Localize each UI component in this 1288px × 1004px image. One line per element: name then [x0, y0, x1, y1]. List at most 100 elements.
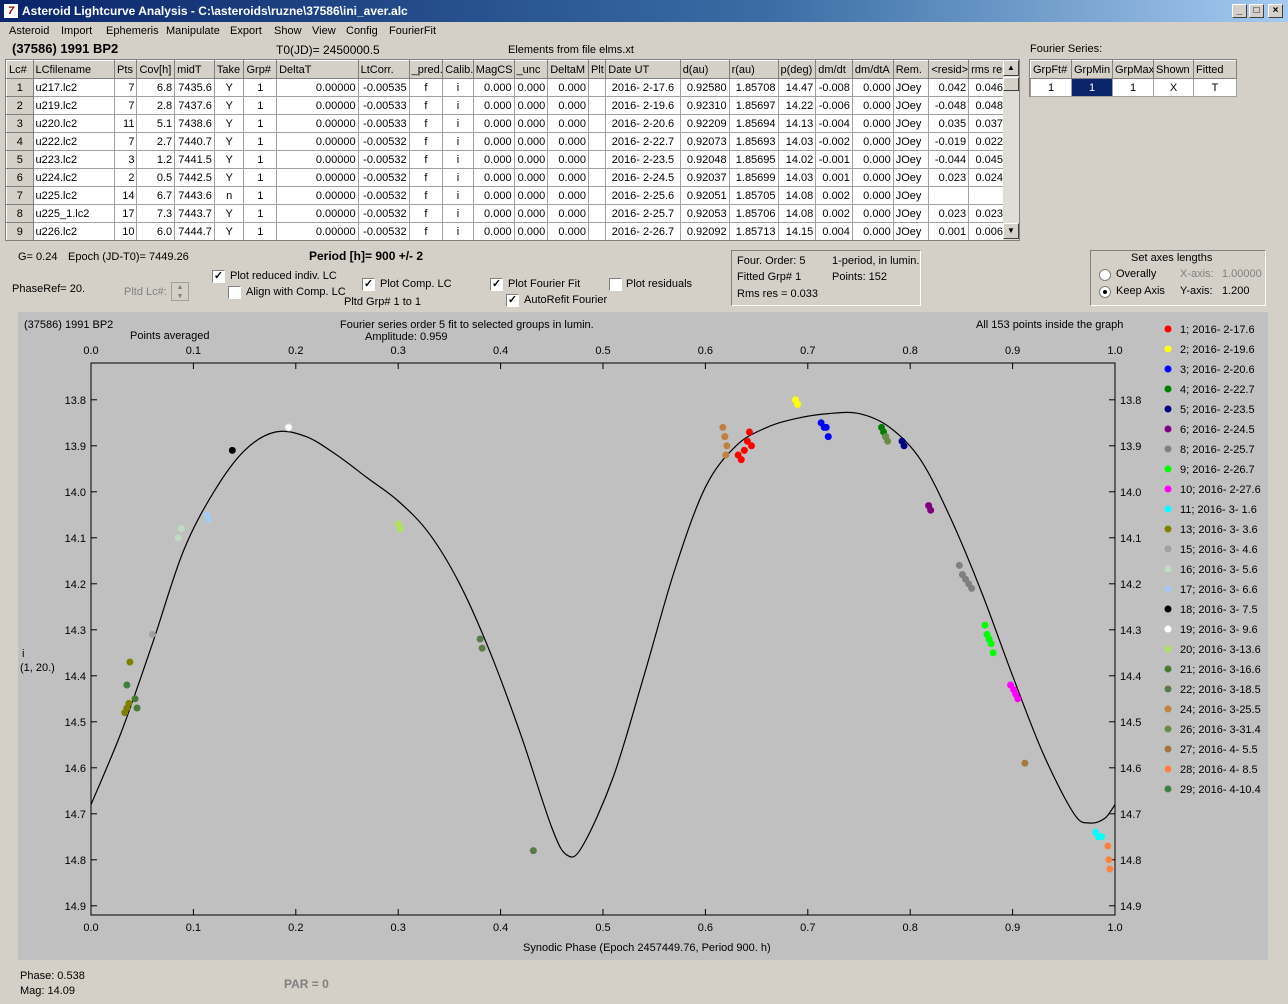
- table-scrollbar[interactable]: ▲ ▼: [1003, 60, 1019, 240]
- lc-spinner[interactable]: ▲ ▼: [171, 282, 189, 301]
- data-point[interactable]: [205, 515, 213, 523]
- table-cell[interactable]: 0.00000: [276, 96, 359, 115]
- table-cell[interactable]: 0.000: [472, 222, 515, 240]
- column-header[interactable]: rms res: [968, 60, 1006, 79]
- table-cell[interactable]: f: [408, 168, 444, 187]
- table-cell[interactable]: 14.15: [777, 222, 817, 240]
- column-header[interactable]: LtCorr.: [357, 60, 410, 79]
- data-point[interactable]: [721, 433, 729, 441]
- table-cell[interactable]: 0.00000: [276, 186, 359, 205]
- data-point[interactable]: [822, 423, 830, 431]
- fourier-column-header[interactable]: Fitted: [1193, 60, 1237, 79]
- table-cell[interactable]: u226.lc2: [32, 222, 116, 240]
- table-cell[interactable]: 6.0: [136, 222, 176, 240]
- column-header[interactable]: DeltaT: [276, 60, 359, 79]
- data-point[interactable]: [745, 428, 753, 436]
- table-cell[interactable]: 1: [243, 78, 278, 97]
- menu-ephemeris[interactable]: Ephemeris: [106, 25, 159, 37]
- table-cell[interactable]: [587, 114, 607, 133]
- spin-up-icon[interactable]: ▲: [176, 284, 184, 291]
- table-cell[interactable]: f: [408, 132, 444, 151]
- table-cell[interactable]: -0.008: [815, 78, 853, 97]
- table-cell[interactable]: 1.85713: [728, 222, 779, 240]
- scroll-thumb[interactable]: [1003, 77, 1019, 91]
- table-cell[interactable]: 0.045: [968, 150, 1006, 169]
- table-cell[interactable]: i: [442, 114, 474, 133]
- row-header[interactable]: 9: [6, 222, 34, 240]
- table-cell[interactable]: 14.03: [777, 132, 817, 151]
- table-cell[interactable]: 0.000: [851, 204, 894, 223]
- table-cell[interactable]: Y: [213, 168, 245, 187]
- data-point[interactable]: [968, 584, 976, 592]
- table-cell[interactable]: Y: [213, 204, 245, 223]
- table-cell[interactable]: 0.92037: [679, 168, 730, 187]
- table-row[interactable]: 5 u223.lc2 3 1.2 7441.5 Y 1 0.00000 -0.00532 f i 0.…: [6, 150, 1006, 169]
- table-cell[interactable]: 17: [114, 204, 138, 223]
- fourier-column-header[interactable]: GrpFt#: [1030, 60, 1072, 79]
- table-cell[interactable]: 0.022: [968, 132, 1006, 151]
- table-cell[interactable]: 2.8: [136, 96, 176, 115]
- fourier-cell[interactable]: T: [1193, 78, 1237, 97]
- plot-comp-checkbox[interactable]: ✓: [362, 278, 375, 291]
- data-point[interactable]: [1106, 865, 1114, 873]
- table-cell[interactable]: 7443.6: [174, 186, 215, 205]
- fourier-column-header[interactable]: Shown: [1153, 60, 1194, 79]
- table-cell[interactable]: 14.08: [777, 204, 817, 223]
- table-cell[interactable]: 0.000: [472, 114, 515, 133]
- column-header[interactable]: Lc#: [6, 60, 34, 79]
- data-point[interactable]: [1014, 695, 1022, 703]
- table-cell[interactable]: i: [442, 186, 474, 205]
- menu-import[interactable]: Import: [61, 25, 93, 37]
- data-point[interactable]: [1021, 759, 1029, 767]
- data-point[interactable]: [529, 847, 537, 855]
- table-cell[interactable]: JOey: [892, 168, 930, 187]
- plot-svg[interactable]: (37586) 1991 BP2 Points averaged Fourier…: [18, 312, 1268, 960]
- table-cell[interactable]: 0.000: [851, 222, 894, 240]
- table-cell[interactable]: 0.00000: [276, 132, 359, 151]
- menu-asteroid[interactable]: Asteroid: [9, 25, 50, 37]
- table-cell[interactable]: 0.000: [472, 186, 515, 205]
- table-cell[interactable]: 0.046: [968, 78, 1006, 97]
- data-point[interactable]: [884, 437, 892, 445]
- table-cell[interactable]: 2016- 2-19.6: [605, 96, 681, 115]
- table-cell[interactable]: 0.000: [513, 150, 549, 169]
- table-cell[interactable]: 10: [114, 222, 138, 240]
- table-cell[interactable]: 0.000: [513, 132, 549, 151]
- data-point[interactable]: [723, 442, 731, 450]
- fourier-cell[interactable]: 1: [1030, 78, 1072, 97]
- column-header[interactable]: Cov[h]: [136, 60, 176, 79]
- table-cell[interactable]: 0.92048: [679, 150, 730, 169]
- table-cell[interactable]: 7444.7: [174, 222, 215, 240]
- column-header[interactable]: Calib.: [442, 60, 474, 79]
- table-cell[interactable]: i: [442, 168, 474, 187]
- table-cell[interactable]: JOey: [892, 150, 930, 169]
- column-header[interactable]: Date UT: [605, 60, 681, 79]
- table-cell[interactable]: i: [442, 78, 474, 97]
- table-cell[interactable]: 0.000: [513, 168, 549, 187]
- table-cell[interactable]: -0.00532: [357, 168, 410, 187]
- table-cell[interactable]: 2016- 2-24.5: [605, 168, 681, 187]
- row-header[interactable]: 8: [6, 204, 34, 223]
- table-cell[interactable]: 7437.6: [174, 96, 215, 115]
- table-cell[interactable]: JOey: [892, 96, 930, 115]
- table-cell[interactable]: JOey: [892, 204, 930, 223]
- table-cell[interactable]: 0.035: [928, 114, 970, 133]
- column-header[interactable]: Pts: [114, 60, 138, 79]
- column-header[interactable]: Grp#: [243, 60, 278, 79]
- table-cell[interactable]: 0.002: [815, 204, 853, 223]
- table-cell[interactable]: u220.lc2: [32, 114, 116, 133]
- table-cell[interactable]: Y: [213, 78, 245, 97]
- table-cell[interactable]: u224.lc2: [32, 168, 116, 187]
- table-cell[interactable]: 0.92051: [679, 186, 730, 205]
- table-cell[interactable]: 0.92310: [679, 96, 730, 115]
- table-cell[interactable]: 6.7: [136, 186, 176, 205]
- data-point[interactable]: [1105, 856, 1113, 864]
- column-header[interactable]: d(au): [679, 60, 730, 79]
- data-point[interactable]: [148, 630, 156, 638]
- keep-axis-radio[interactable]: [1099, 286, 1111, 298]
- table-cell[interactable]: 0.00000: [276, 222, 359, 240]
- row-header[interactable]: 3: [6, 114, 34, 133]
- data-point[interactable]: [284, 423, 293, 432]
- table-cell[interactable]: 0.000: [851, 150, 894, 169]
